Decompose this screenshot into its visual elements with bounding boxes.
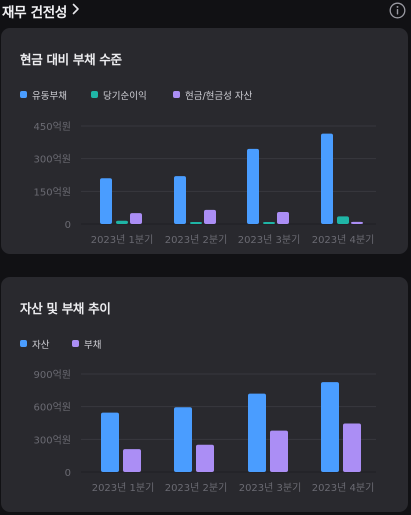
bar	[248, 393, 266, 472]
y-tick-label: 300억원	[34, 434, 72, 446]
bar	[130, 213, 142, 224]
bar	[321, 133, 333, 224]
x-tick-label: 2023년 4분기	[312, 234, 375, 246]
x-tick-label: 2023년 2분기	[165, 482, 228, 494]
bar	[351, 221, 363, 224]
x-tick-label: 2023년 2분기	[165, 234, 228, 246]
y-tick-label: 900억원	[34, 369, 72, 381]
legend-swatch	[173, 91, 180, 98]
chart-title: 현금 대비 부채 수준	[20, 52, 122, 67]
bar	[123, 449, 141, 472]
bar-chart: 0 300억원 600억원 900억원 2023년 1분기 2023년 2분기 2023년 …	[34, 369, 376, 494]
bar	[101, 412, 119, 472]
bar-chart: 0 150억원 300억원 450억원 2023년 1분기 2023년 2분기 2023년 …	[34, 121, 376, 246]
chart-title: 자산 및 부채 추이	[20, 301, 111, 316]
y-tick-label: 0	[65, 468, 71, 479]
bar	[196, 444, 214, 472]
y-tick-label: 300억원	[34, 154, 72, 166]
x-tick-label: 2023년 3분기	[238, 234, 301, 246]
x-tick-label: 2023년 1분기	[92, 482, 155, 494]
legend-swatch	[91, 91, 98, 98]
legend-label: 현금/현금성 자산	[185, 91, 253, 102]
y-tick-label: 600억원	[34, 402, 72, 414]
bar	[100, 178, 112, 224]
cash-vs-debt-card: 현금 대비 부채 수준 유동부채 당기순이익 현금/현금성 자산 0 150억원 3…	[1, 28, 408, 254]
legend-label: 자산	[32, 340, 50, 351]
legend-label: 부채	[84, 340, 102, 351]
bar	[337, 216, 349, 224]
chevron-right-icon[interactable]	[72, 3, 80, 15]
x-tick-label: 2023년 4분기	[312, 482, 375, 494]
bar	[174, 176, 186, 224]
bar	[247, 148, 259, 224]
bar	[116, 220, 128, 224]
info-icon[interactable]	[389, 2, 406, 19]
x-tick-label: 2023년 3분기	[239, 482, 302, 494]
legend-swatch	[72, 340, 79, 347]
legend-swatch	[20, 340, 27, 347]
bar	[343, 423, 361, 472]
bar	[204, 209, 216, 224]
legend-label: 당기순이익	[103, 91, 147, 102]
bar	[321, 382, 339, 472]
legend-label: 유동부채	[32, 91, 67, 102]
section-title: 재무 건전성	[2, 5, 67, 21]
x-tick-label: 2023년 1분기	[91, 234, 154, 246]
bar	[263, 222, 275, 224]
y-tick-label: 450억원	[34, 121, 72, 133]
bar	[190, 222, 202, 224]
bar	[277, 212, 289, 224]
legend-swatch	[20, 91, 27, 98]
y-tick-label: 0	[65, 220, 71, 231]
assets-debt-trend-card: 자산 및 부채 추이 자산 부채 0 300억원 600억원 900억원 2023년 1…	[1, 277, 408, 512]
section-header: 재무 건전성	[0, 0, 411, 22]
bar	[270, 430, 288, 472]
bar	[174, 407, 192, 472]
y-tick-label: 150억원	[34, 186, 72, 198]
